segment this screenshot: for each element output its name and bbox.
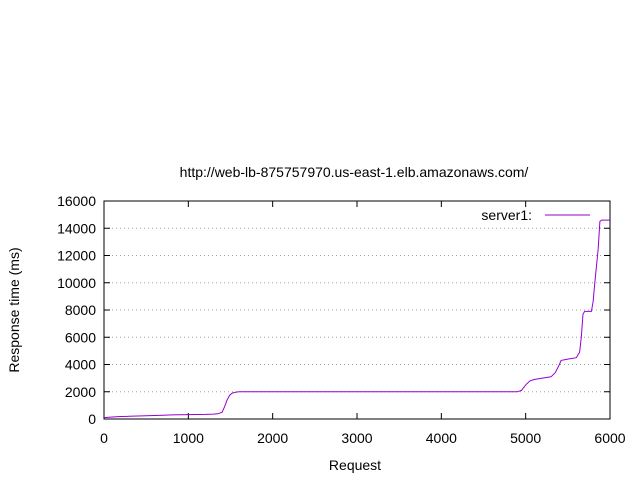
y-tick-label-14000: 14000 xyxy=(57,220,96,236)
y-tick-label-6000: 6000 xyxy=(65,329,96,345)
y-tick-label-2000: 2000 xyxy=(65,384,96,400)
y-tick-label-8000: 8000 xyxy=(65,302,96,318)
legend: server1: xyxy=(481,207,590,223)
x-tick-label-0: 0 xyxy=(100,430,108,446)
x-tick-label-5000: 5000 xyxy=(510,430,541,446)
series-line-0 xyxy=(103,219,610,419)
x-tick-label-3000: 3000 xyxy=(341,430,372,446)
y-tick-label-10000: 10000 xyxy=(57,275,96,291)
series-layer xyxy=(103,219,610,419)
grid-lines xyxy=(104,227,610,393)
y-tick-label-12000: 12000 xyxy=(57,248,96,264)
x-tick-label-4000: 4000 xyxy=(426,430,457,446)
y-tick-label-4000: 4000 xyxy=(65,357,96,373)
x-axis-label: Request xyxy=(329,457,381,473)
axes: 0 2000 4000 6000 8000 10000 12000 14000 16000 0 10… xyxy=(57,193,626,446)
y-axis-label: Response time (ms) xyxy=(6,247,22,372)
x-tick-label-1000: 1000 xyxy=(173,430,204,446)
chart-title: http://web-lb-875757970.us-east-1.elb.am… xyxy=(180,164,529,180)
y-tick-label-16000: 16000 xyxy=(57,193,96,209)
x-tick-label-6000: 6000 xyxy=(594,430,625,446)
legend-label-server1: server1: xyxy=(481,207,532,223)
y-tick-label-0: 0 xyxy=(88,411,96,427)
x-tick-label-2000: 2000 xyxy=(257,430,288,446)
